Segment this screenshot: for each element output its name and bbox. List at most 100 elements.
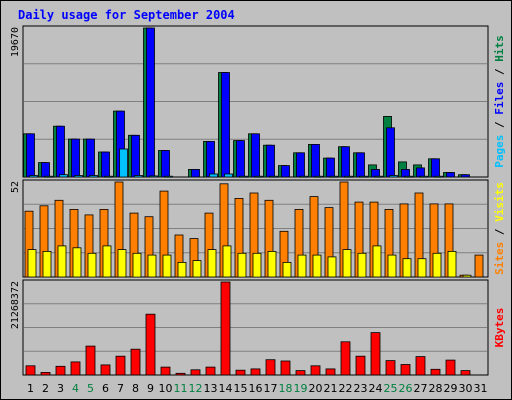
bar-sites bbox=[177, 261, 187, 278]
bar-sites bbox=[162, 254, 172, 278]
series-group bbox=[24, 181, 484, 278]
bar-files bbox=[101, 151, 110, 178]
bar-sites bbox=[222, 245, 232, 278]
bar-pages bbox=[44, 175, 53, 178]
x-tick-label: 14 bbox=[219, 382, 233, 395]
x-tick-label: 11 bbox=[174, 382, 188, 395]
bar-pages bbox=[134, 175, 143, 178]
bar-kbytes bbox=[370, 332, 381, 376]
bar-pages bbox=[74, 175, 83, 178]
x-tick-label: 21 bbox=[324, 382, 338, 395]
bar-pages bbox=[254, 175, 263, 178]
x-tick-label: 25 bbox=[384, 382, 398, 395]
bar-files bbox=[386, 127, 395, 178]
bar-pages bbox=[434, 175, 443, 178]
bar-sites bbox=[342, 249, 352, 278]
bar-files bbox=[341, 146, 350, 178]
bar-kbytes bbox=[190, 369, 201, 376]
bar-kbytes bbox=[250, 368, 261, 376]
legend-entry: Sites bbox=[493, 242, 506, 275]
bar-sites bbox=[117, 249, 127, 278]
x-tick-label: 31 bbox=[474, 382, 488, 395]
x-tick-label: 6 bbox=[102, 382, 109, 395]
bar-files bbox=[356, 152, 365, 178]
bar-kbytes bbox=[25, 365, 36, 376]
series-kbytes bbox=[25, 281, 471, 376]
bar-sites bbox=[402, 258, 412, 278]
x-tick-label: 9 bbox=[147, 382, 154, 395]
series-files bbox=[26, 27, 470, 178]
bar-sites bbox=[327, 256, 337, 278]
bar-files bbox=[416, 167, 425, 178]
bar-kbytes bbox=[430, 368, 441, 376]
x-tick-label: 4 bbox=[72, 382, 79, 395]
chart-panels: 19670 Pages / Files / Hits 52 Sites / Visit… bbox=[10, 25, 506, 376]
bar-visits bbox=[474, 254, 484, 278]
bar-kbytes bbox=[265, 359, 276, 376]
bar-sites bbox=[132, 252, 142, 278]
bar-kbytes bbox=[460, 370, 471, 376]
bar-files bbox=[221, 72, 230, 178]
x-tick-label: 3 bbox=[57, 382, 64, 395]
bar-sites bbox=[432, 252, 442, 278]
x-tick-label: 30 bbox=[459, 382, 473, 395]
bar-files bbox=[206, 140, 215, 178]
bar-files bbox=[431, 158, 440, 178]
bar-kbytes bbox=[55, 365, 66, 376]
bar-files bbox=[131, 134, 140, 178]
bar-pages bbox=[269, 175, 278, 178]
series-pages bbox=[29, 148, 443, 178]
x-tick-label: 15 bbox=[234, 382, 248, 395]
bar-kbytes bbox=[100, 364, 111, 376]
bar-files bbox=[296, 152, 305, 178]
bar-pages bbox=[359, 175, 368, 178]
bar-kbytes bbox=[70, 361, 81, 376]
bar-pages bbox=[374, 175, 383, 178]
x-tick-label: 24 bbox=[369, 382, 383, 395]
bar-sites bbox=[57, 245, 67, 278]
bar-sites bbox=[42, 250, 52, 278]
bar-files bbox=[311, 143, 320, 178]
bar-kbytes bbox=[280, 360, 291, 376]
x-tick-label: 17 bbox=[264, 382, 278, 395]
bar-sites bbox=[192, 260, 202, 278]
bar-pages bbox=[119, 148, 128, 178]
bar-files bbox=[41, 162, 50, 178]
bar-sites bbox=[27, 249, 37, 278]
chart-title: Daily usage for September 2004 bbox=[18, 8, 235, 22]
bar-pages bbox=[224, 173, 233, 178]
bar-pages bbox=[299, 175, 308, 178]
bar-pages bbox=[239, 175, 248, 178]
bar-files bbox=[161, 150, 170, 178]
bar-kbytes bbox=[355, 355, 366, 376]
bar-pages bbox=[59, 174, 68, 178]
panel-max-label: 52 bbox=[10, 181, 21, 193]
x-tick-label: 22 bbox=[339, 382, 353, 395]
x-tick-label: 26 bbox=[399, 382, 413, 395]
bar-pages bbox=[404, 175, 413, 178]
bar-sites bbox=[72, 247, 82, 278]
bar-sites bbox=[207, 249, 217, 278]
panel-max-label: 21268372 bbox=[10, 281, 21, 329]
bar-sites bbox=[297, 254, 307, 278]
legend-entry: Files bbox=[493, 82, 506, 115]
panel-max-label: 19670 bbox=[10, 27, 21, 57]
bar-files bbox=[86, 138, 95, 178]
bar-sites bbox=[357, 252, 367, 278]
panel-legend: Pages / Files / Hits bbox=[493, 35, 506, 168]
bar-pages bbox=[164, 175, 173, 178]
bar-files bbox=[461, 174, 470, 178]
bar-files bbox=[71, 138, 80, 178]
x-tick-label: 16 bbox=[249, 382, 263, 395]
x-tick-label: 5 bbox=[87, 382, 94, 395]
x-tick-label: 2 bbox=[42, 382, 49, 395]
bar-sites bbox=[372, 245, 382, 278]
panel-kbytes: 21268372 KBytes bbox=[10, 279, 506, 376]
bar-pages bbox=[104, 175, 113, 178]
x-tick-label: 8 bbox=[132, 382, 139, 395]
x-tick-label: 18 bbox=[279, 382, 293, 395]
bar-kbytes bbox=[205, 366, 216, 376]
bar-sites bbox=[87, 252, 97, 278]
bar-kbytes bbox=[85, 345, 96, 376]
